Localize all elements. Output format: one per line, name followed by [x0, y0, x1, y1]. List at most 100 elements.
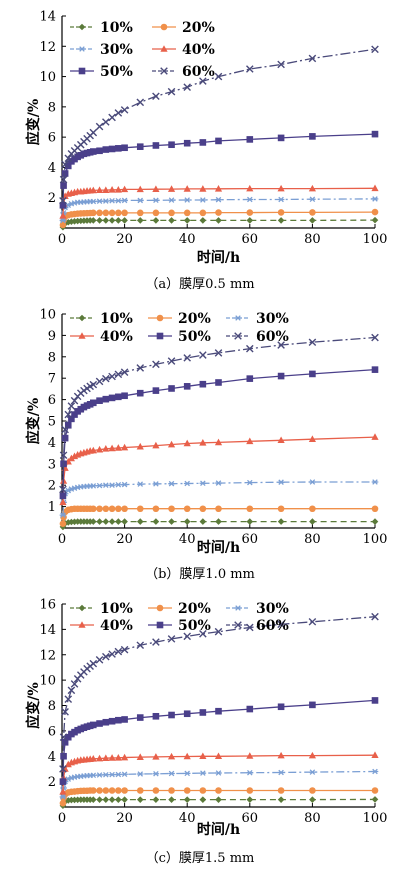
data-point: [152, 185, 160, 193]
data-point: [120, 645, 129, 654]
data-point: [64, 218, 72, 226]
data-point: [121, 518, 128, 525]
data-point: [246, 217, 254, 224]
data-point: [152, 770, 160, 777]
data-point: [102, 445, 110, 452]
data-point: [277, 134, 285, 142]
data-point: [277, 479, 285, 485]
series-50%: [59, 697, 379, 785]
data-point: [136, 143, 144, 150]
data-point: [167, 87, 176, 96]
data-point: [246, 209, 254, 216]
data-point: [89, 659, 98, 668]
data-point: [168, 796, 175, 803]
data-point: [152, 518, 160, 525]
data-point: [121, 392, 128, 400]
data-point: [96, 772, 103, 778]
data-point: [371, 518, 379, 525]
y-tick-label: 12: [39, 40, 56, 55]
legend-marker: [78, 23, 86, 31]
legend-marker: [156, 621, 164, 629]
data-point: [102, 518, 110, 525]
data-point: [96, 397, 103, 404]
x-axis-label: 时间/h: [197, 249, 240, 266]
data-point: [115, 505, 122, 513]
data-point: [199, 787, 207, 794]
data-point: [64, 760, 72, 768]
legend-marker: [156, 314, 164, 322]
data-point: [102, 505, 110, 513]
data-point: [371, 45, 379, 54]
data-point: [115, 796, 122, 803]
data-point: [115, 197, 122, 204]
data-point: [108, 650, 116, 658]
legend-marker: [78, 67, 86, 75]
legend-marker: [78, 621, 86, 628]
y-tick-label: 10: [39, 308, 56, 323]
data-point: [108, 771, 116, 778]
data-point: [89, 128, 98, 137]
data-point: [60, 752, 67, 760]
data-point: [121, 185, 129, 193]
legend-item: 10%: [70, 311, 133, 327]
data-point: [121, 217, 128, 224]
panel-caption: （b）膜厚1.0 mm: [145, 567, 255, 582]
data-point: [371, 433, 379, 440]
legend-item: 10%: [70, 20, 133, 36]
y-tick-label: 4: [48, 161, 56, 176]
data-point: [96, 796, 103, 803]
data-point: [95, 656, 104, 664]
series-50%: [59, 130, 379, 209]
x-tick-label: 100: [363, 811, 388, 826]
legend-marker: [234, 621, 242, 629]
legend-item: 10%: [70, 601, 133, 617]
data-point: [102, 482, 110, 488]
legend-label: 50%: [178, 329, 211, 345]
y-tick-label: 2: [48, 479, 56, 494]
data-point: [114, 444, 122, 451]
data-point: [96, 505, 103, 513]
x-tick-label: 20: [116, 232, 133, 247]
data-point: [102, 374, 110, 383]
y-tick-label: 6: [48, 724, 56, 739]
legend-marker: [78, 332, 86, 339]
data-point: [95, 122, 104, 131]
data-point: [59, 520, 67, 528]
legend-item: 40%: [152, 42, 215, 58]
data-point: [199, 139, 207, 146]
data-point: [67, 686, 76, 695]
data-point: [90, 505, 97, 513]
legend-marker: [78, 46, 86, 52]
data-point: [108, 482, 116, 488]
data-point: [136, 518, 144, 525]
data-point: [136, 787, 144, 794]
series-40%: [59, 433, 379, 506]
y-axis-label: 应变/%: [25, 99, 42, 145]
data-point: [246, 796, 254, 803]
x-tick-label: 80: [304, 232, 321, 247]
data-point: [152, 753, 160, 760]
legend-label: 60%: [182, 64, 215, 80]
data-point: [199, 185, 207, 192]
series-line: [62, 336, 376, 490]
data-point: [277, 703, 285, 711]
data-point: [246, 136, 254, 143]
series-60%: [59, 333, 379, 494]
data-point: [67, 402, 76, 410]
legend-item: 40%: [70, 329, 133, 345]
data-point: [167, 185, 176, 192]
data-point: [199, 217, 207, 224]
panel-caption: （a）膜厚0.5 mm: [145, 277, 254, 292]
data-point: [90, 399, 97, 407]
data-point: [167, 357, 176, 365]
data-point: [371, 216, 379, 224]
data-point: [121, 209, 128, 217]
legend-marker: [234, 332, 242, 340]
legend: 10% 20% 30% 40% 50% 60%: [70, 601, 289, 634]
y-tick-label: 10: [39, 70, 56, 85]
series-10%: [59, 216, 379, 231]
data-point: [371, 505, 379, 513]
data-point: [114, 186, 122, 193]
data-point: [152, 387, 160, 394]
legend-item: 20%: [148, 601, 211, 617]
